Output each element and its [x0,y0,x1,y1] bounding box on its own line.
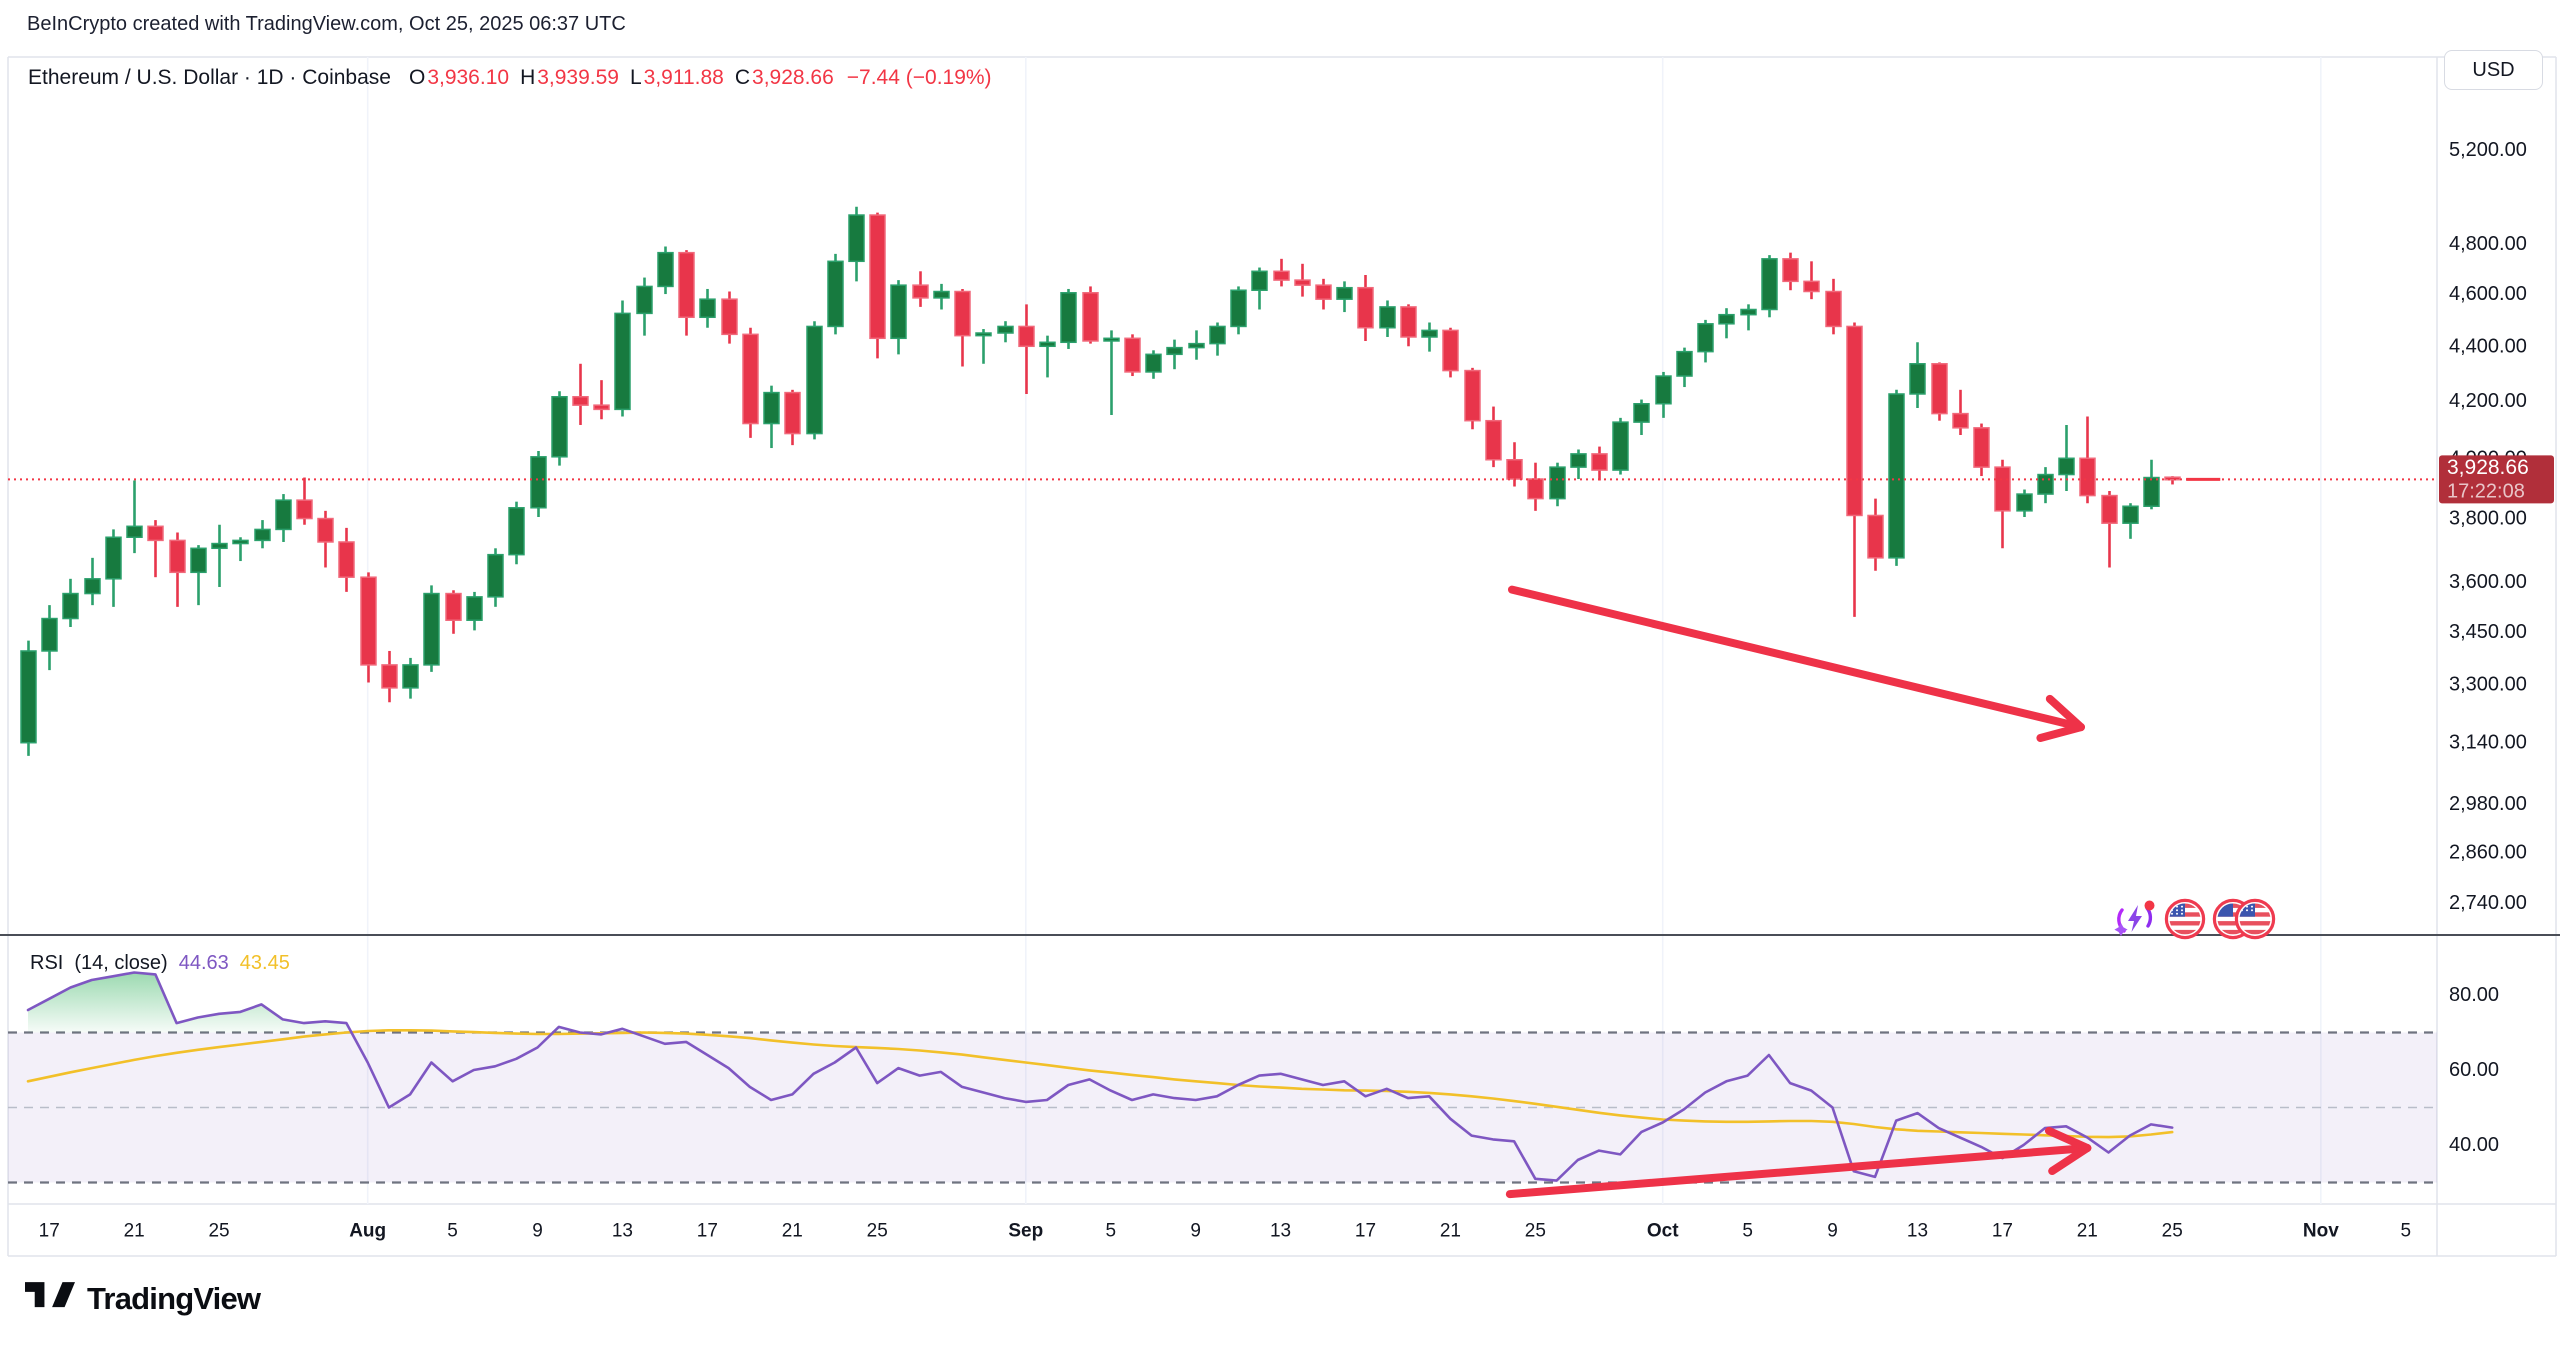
candles-layer [20,206,2181,756]
svg-text:13: 13 [612,1221,633,1242]
ohlc-low-label: L [629,66,642,89]
svg-text:3,600.00: 3,600.00 [2449,571,2527,593]
svg-text:Nov: Nov [2303,1221,2339,1242]
ohlc-change: −7.44 (−0.19%) [846,66,992,89]
us-flag-event-icon[interactable] [2164,898,2206,945]
svg-text:3,800.00: 3,800.00 [2449,508,2527,530]
event-marker-icons [2112,896,2276,947]
svg-text:40.00: 40.00 [2449,1134,2499,1156]
rsi-indicator-params: (14, close) [74,952,168,974]
tradingview-logo-icon [25,1276,75,1321]
svg-text:13: 13 [1270,1221,1291,1242]
svg-text:17: 17 [39,1221,60,1242]
svg-text:17: 17 [1992,1221,2013,1242]
rsi-value: 44.63 [178,952,229,974]
svg-text:2,740.00: 2,740.00 [2449,892,2527,914]
svg-text:5: 5 [447,1221,458,1242]
svg-text:4,600.00: 4,600.00 [2449,283,2527,305]
svg-text:4,800.00: 4,800.00 [2449,233,2527,255]
rsi-layer [8,971,2437,1184]
ohlc-low-value: 3,911.88 [643,66,724,89]
svg-text:4,400.00: 4,400.00 [2449,335,2527,357]
svg-text:3,928.66: 3,928.66 [2447,456,2529,479]
ohlc-close-label: C [734,66,751,89]
credit-text: BeInCrypto created with TradingView.com,… [27,13,626,35]
svg-text:3,450.00: 3,450.00 [2449,621,2527,643]
svg-text:2,980.00: 2,980.00 [2449,793,2527,815]
svg-text:21: 21 [124,1221,145,1242]
svg-text:17: 17 [697,1221,718,1242]
svg-text:Oct: Oct [1647,1221,1679,1242]
svg-text:5: 5 [1742,1221,1753,1242]
svg-text:25: 25 [867,1221,888,1242]
ohlc-high-value: 3,939.59 [537,66,619,89]
svg-text:17:22:08: 17:22:08 [2447,480,2525,502]
svg-text:5,200.00: 5,200.00 [2449,139,2527,161]
rsi-legend[interactable]: RSI (14, close) 44.63 43.45 [30,952,290,975]
tradingview-logo[interactable]: TradingView [25,1276,261,1321]
svg-text:9: 9 [532,1221,543,1242]
rsi-indicator-name: RSI [30,952,64,974]
svg-text:60.00: 60.00 [2449,1059,2499,1081]
svg-text:21: 21 [782,1221,803,1242]
svg-text:21: 21 [2077,1221,2098,1242]
time-axis: 17 21 25 Aug 5 9 13 17 21 25 Sep 5 9 13 17 21 25 Oct 5 9 13 1… [39,1221,2411,1242]
svg-text:9: 9 [1827,1221,1838,1242]
svg-text:25: 25 [1525,1221,1546,1242]
svg-text:2,860.00: 2,860.00 [2449,841,2527,863]
svg-text:5: 5 [1105,1221,1116,1242]
svg-text:4,200.00: 4,200.00 [2449,390,2527,412]
us-flag-event-pair-icon[interactable] [2212,898,2276,945]
svg-text:9: 9 [1190,1221,1201,1242]
ai-sparkle-lightning-icon[interactable] [2112,896,2158,947]
svg-text:3,140.00: 3,140.00 [2449,732,2527,754]
ohlc-open-value: 3,936.10 [427,66,510,89]
svg-text:Sep: Sep [1008,1221,1043,1242]
svg-text:Aug: Aug [349,1221,386,1242]
annotation-arrows [1505,585,2092,1199]
svg-text:13: 13 [1907,1221,1928,1242]
chart-frame [7,56,2557,1257]
symbol-bar[interactable]: Ethereum / U.S. Dollar · 1D · Coinbase O… [28,63,992,93]
currency-label: USD [2472,58,2515,81]
currency-toggle-button[interactable]: USD [2444,50,2543,90]
svg-text:80.00: 80.00 [2449,984,2499,1006]
rsi-ma-value: 43.45 [239,952,290,974]
ohlc-open-label: O [408,66,426,89]
svg-text:21: 21 [1440,1221,1461,1242]
tradingview-logo-text: TradingView [87,1280,261,1316]
symbol-title[interactable]: Ethereum / U.S. Dollar · 1D · Coinbase [28,66,391,89]
ohlc-close-value: 3,928.66 [752,66,834,89]
svg-text:17: 17 [1355,1221,1376,1242]
ohlc-high-label: H [520,66,536,89]
svg-text:25: 25 [2162,1221,2183,1242]
price-axis: 5,200.00 4,800.00 4,600.00 4,400.00 4,200.00… [2449,139,2527,1156]
svg-text:5: 5 [2400,1221,2411,1242]
svg-text:25: 25 [208,1221,229,1242]
svg-text:3,300.00: 3,300.00 [2449,673,2527,695]
